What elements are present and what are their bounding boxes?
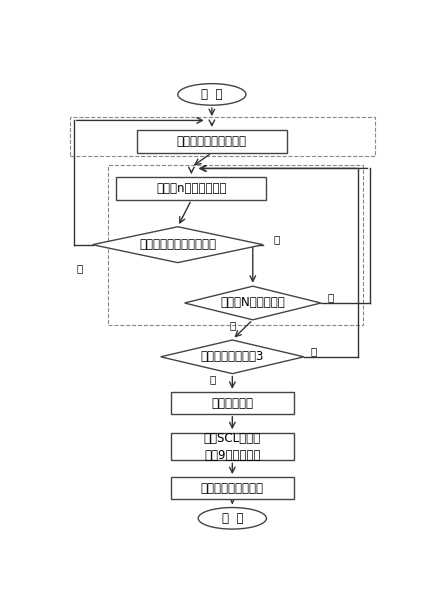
Text: 是: 是 xyxy=(76,263,82,273)
Bar xyxy=(70,117,374,157)
Text: 结  束: 结 束 xyxy=(222,512,243,525)
Bar xyxy=(171,392,294,414)
Text: 否: 否 xyxy=(273,235,279,244)
Polygon shape xyxy=(92,227,263,263)
Bar xyxy=(171,478,294,499)
Ellipse shape xyxy=(178,83,246,105)
Text: 主机模块重新初始化: 主机模块重新初始化 xyxy=(201,482,264,495)
Ellipse shape xyxy=(198,508,267,529)
Text: 连续监测次数大于3: 连续监测次数大于3 xyxy=(201,350,264,364)
Text: 发送完N次探测信息: 发送完N次探测信息 xyxy=(220,296,285,310)
Text: 控制SCL时钟线
产生9个时钟脉冲: 控制SCL时钟线 产生9个时钟脉冲 xyxy=(204,431,261,461)
Bar xyxy=(137,130,287,153)
Bar xyxy=(108,165,363,325)
Text: 系统延时，清零计数器: 系统延时，清零计数器 xyxy=(177,135,247,148)
Text: 向从机n发送探测信息: 向从机n发送探测信息 xyxy=(156,182,227,195)
Text: 是: 是 xyxy=(209,374,215,384)
Polygon shape xyxy=(161,340,304,374)
Polygon shape xyxy=(185,286,321,320)
Text: 否: 否 xyxy=(328,293,334,302)
Text: 主机模块复位: 主机模块复位 xyxy=(211,397,253,410)
Bar xyxy=(171,433,294,460)
Text: 否: 否 xyxy=(311,346,317,356)
Bar xyxy=(117,178,267,200)
Text: 是: 是 xyxy=(230,320,236,330)
Text: 开  始: 开 始 xyxy=(201,88,223,101)
Text: 正确发送完本次探测信息: 正确发送完本次探测信息 xyxy=(139,238,216,251)
